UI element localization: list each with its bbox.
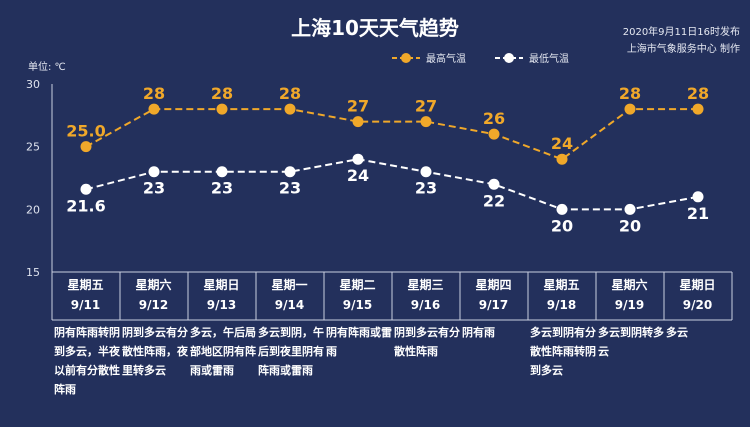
low-temp-label-3: 23 <box>279 179 301 198</box>
legend-low-label: 最低气温 <box>529 54 569 65</box>
date-label: 9/14 <box>274 298 305 312</box>
date-label: 9/19 <box>614 298 645 312</box>
high-temp-point-0 <box>80 141 92 153</box>
high-temp-line <box>85 108 698 161</box>
legend-high-marker-icon <box>392 52 420 63</box>
day-header-3: 星期一 9/14 <box>256 275 323 315</box>
day-header-2: 星期日 9/13 <box>188 275 255 315</box>
low-temp-point-9 <box>692 191 704 203</box>
weather-description-1: 阴到多云有分散性阵雨，夜里转多云 <box>122 326 188 377</box>
high-temp-label-8: 28 <box>619 84 641 103</box>
low-temp-label-6: 22 <box>483 191 505 210</box>
low-temp-label-2: 23 <box>211 179 233 198</box>
low-temp-point-5 <box>420 166 432 178</box>
low-temp-point-3 <box>284 166 296 178</box>
low-temp-label-5: 23 <box>415 179 437 198</box>
legend-high: 最高气温 <box>392 50 466 65</box>
weather-description-4: 阴有阵雨或雷雨 <box>326 326 392 358</box>
high-temp-label-3: 28 <box>279 84 301 103</box>
high-temp-point-4 <box>352 116 364 128</box>
high-temp-label-0: 25.0 <box>66 122 105 141</box>
date-label: 9/15 <box>342 298 373 312</box>
date-label: 9/11 <box>70 298 101 312</box>
weather-description-2: 多云，午后局部地区阴有阵雨或雷雨 <box>190 326 256 377</box>
high-temp-point-5 <box>420 116 432 128</box>
weather-description-5: 阴到多云有分散性阵雨 <box>394 326 460 358</box>
high-temp-point-8 <box>624 103 636 115</box>
high-temp-point-6 <box>488 128 500 140</box>
high-temp-label-7: 24 <box>551 134 573 153</box>
low-temp-point-8 <box>624 203 636 215</box>
chart-title: 上海10天天气趋势 <box>291 16 459 40</box>
weekday-label: 星期三 <box>407 278 444 292</box>
day-header-0: 星期五 9/11 <box>52 275 119 315</box>
low-temp-point-4 <box>352 153 364 165</box>
date-label: 9/16 <box>410 298 441 312</box>
high-temp-point-9 <box>692 103 704 115</box>
high-temp-label-6: 26 <box>483 109 505 128</box>
low-temp-label-4: 24 <box>347 166 369 185</box>
weekday-label: 星期五 <box>543 278 580 292</box>
y-tick-label-2: 25 <box>26 141 40 154</box>
unit-label: 单位: ℃ <box>28 62 66 73</box>
weekday-label: 星期六 <box>611 278 648 292</box>
day-header-4: 星期二 9/15 <box>324 275 391 315</box>
legend-high-label: 最高气温 <box>426 54 466 65</box>
day-header-5: 星期三 9/16 <box>392 275 459 315</box>
weather-description-9: 多云 <box>666 326 688 339</box>
low-temp-point-2 <box>216 166 228 178</box>
day-header-6: 星期四 9/17 <box>460 275 527 315</box>
publish-time: 2020年9月11日16时发布 <box>622 27 740 38</box>
low-temp-point-7 <box>556 203 568 215</box>
date-label: 9/13 <box>206 298 237 312</box>
high-temp-point-3 <box>284 103 296 115</box>
day-header-8: 星期六 9/19 <box>596 275 663 315</box>
weekday-label: 星期五 <box>67 278 104 292</box>
high-temp-label-4: 27 <box>347 97 369 116</box>
date-label: 9/17 <box>478 298 509 312</box>
high-temp-point-7 <box>556 153 568 165</box>
weekday-label: 星期二 <box>339 278 376 292</box>
low-temp-label-8: 20 <box>619 216 641 235</box>
low-temp-point-6 <box>488 178 500 190</box>
weather-description-3: 多云到阴，午后到夜里阴有阵雨或雷雨 <box>258 326 324 377</box>
low-temp-label-0: 21.6 <box>66 196 105 215</box>
weather-description-6: 阴有雨 <box>462 326 495 339</box>
weekday-label: 星期四 <box>475 278 512 292</box>
weekday-label: 星期日 <box>203 278 240 292</box>
date-label: 9/12 <box>138 298 169 312</box>
high-temp-label-2: 28 <box>211 84 233 103</box>
high-temp-label-9: 28 <box>687 84 709 103</box>
day-header-7: 星期五 9/18 <box>528 275 595 315</box>
low-temp-label-9: 21 <box>687 204 709 223</box>
day-header-1: 星期六 9/12 <box>120 275 187 315</box>
high-temp-point-1 <box>148 103 160 115</box>
date-label: 9/20 <box>682 298 713 312</box>
weekday-label: 星期日 <box>679 278 716 292</box>
high-temp-label-5: 27 <box>415 97 437 116</box>
high-temp-point-2 <box>216 103 228 115</box>
low-temp-line <box>85 158 699 211</box>
weekday-label: 星期一 <box>271 278 308 292</box>
y-tick-label-1: 20 <box>26 203 40 216</box>
high-temp-label-1: 28 <box>143 84 165 103</box>
date-label: 9/18 <box>546 298 577 312</box>
weather-description-0: 阴有阵雨转阴到多云，半夜以前有分散性阵雨 <box>54 326 120 396</box>
low-temp-label-1: 23 <box>143 179 165 198</box>
y-tick-label-0: 15 <box>26 266 40 279</box>
legend-low-marker-icon <box>495 52 523 63</box>
low-temp-label-7: 20 <box>551 216 573 235</box>
weather-description-8: 多云到阴转多云 <box>598 326 664 358</box>
legend-low: 最低气温 <box>495 50 569 65</box>
low-temp-point-1 <box>148 166 160 178</box>
publisher: 上海市气象服务中心 制作 <box>626 44 740 55</box>
day-header-9: 星期日 9/20 <box>664 275 731 315</box>
weekday-label: 星期六 <box>135 278 172 292</box>
weather-description-7: 多云到阴有分散性阵雨转阴到多云 <box>530 326 596 377</box>
y-tick-label-3: 30 <box>26 78 40 91</box>
low-temp-point-0 <box>80 183 92 195</box>
